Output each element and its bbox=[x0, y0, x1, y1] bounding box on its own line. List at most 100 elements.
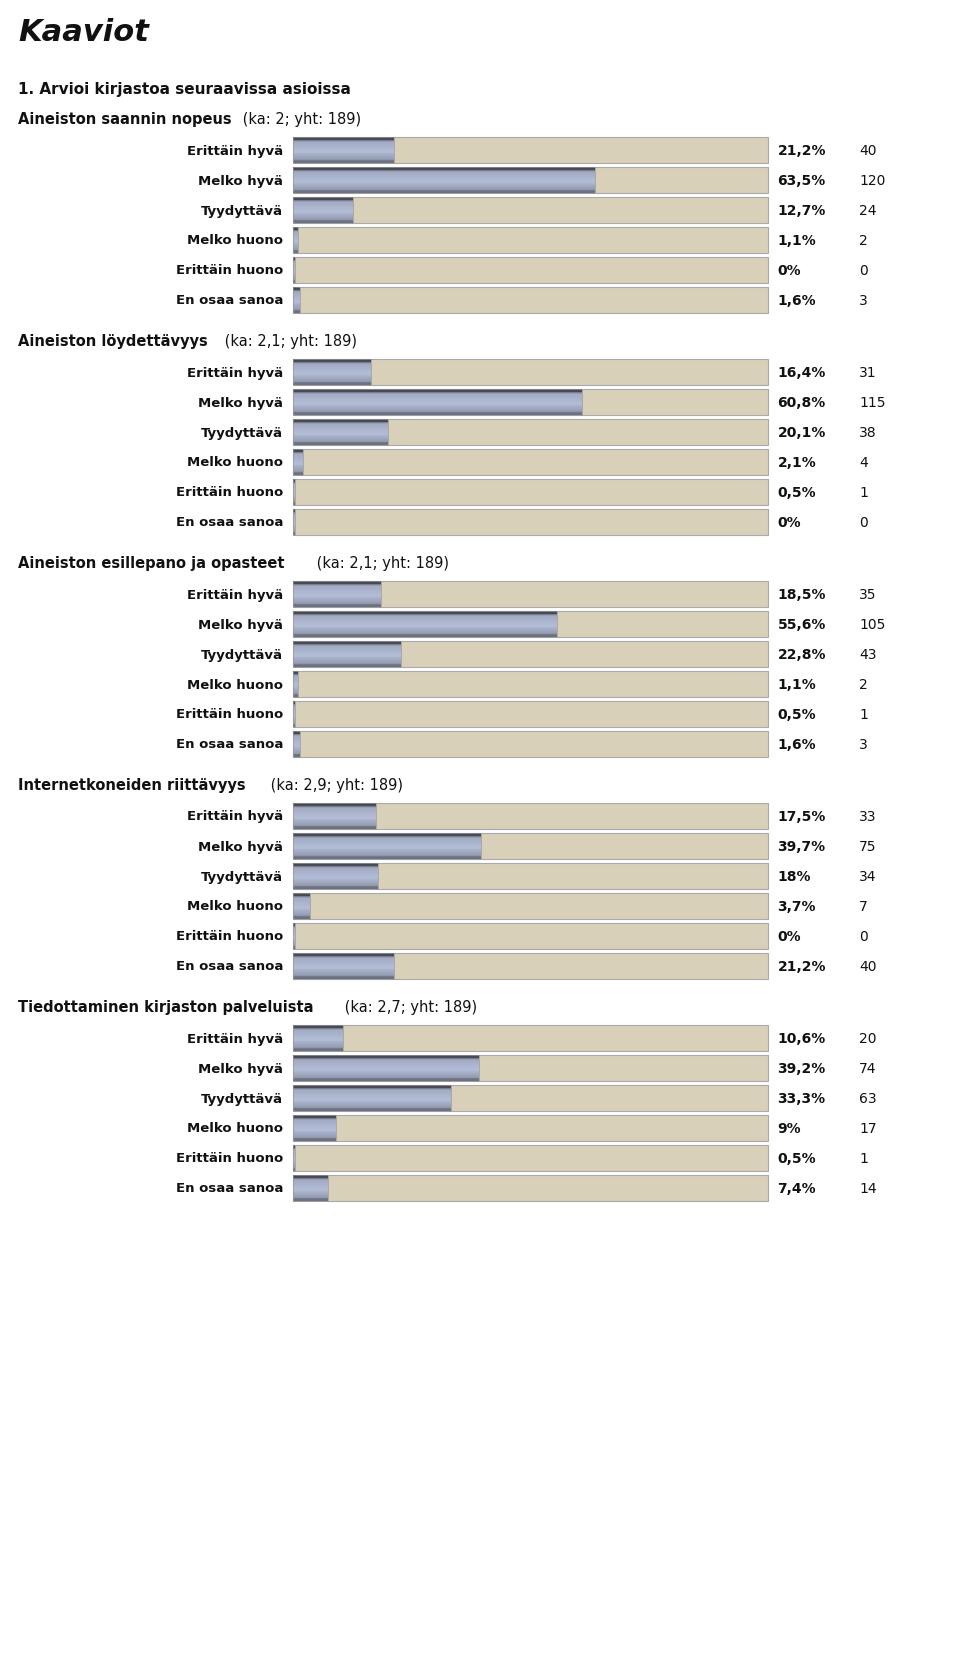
Text: Erittäin huono: Erittäin huono bbox=[176, 1152, 283, 1164]
Bar bbox=[293, 420, 768, 445]
Bar bbox=[293, 1025, 768, 1052]
Text: Tyydyttävä: Tyydyttävä bbox=[202, 1092, 283, 1105]
Text: Tyydyttävä: Tyydyttävä bbox=[202, 648, 283, 662]
Text: 0: 0 bbox=[859, 516, 868, 529]
Bar bbox=[293, 612, 768, 638]
Text: Erittäin hyvä: Erittäin hyvä bbox=[187, 366, 283, 380]
Bar bbox=[293, 198, 353, 223]
Text: Melko hyvä: Melko hyvä bbox=[199, 840, 283, 853]
Bar bbox=[293, 1055, 768, 1082]
Text: Erittäin huono: Erittäin huono bbox=[176, 486, 283, 499]
Bar bbox=[293, 642, 768, 667]
Bar bbox=[293, 924, 295, 949]
Text: 16,4%: 16,4% bbox=[778, 366, 826, 380]
Text: 0,5%: 0,5% bbox=[778, 1151, 816, 1166]
Text: 105: 105 bbox=[859, 618, 885, 632]
Text: 7: 7 bbox=[859, 899, 868, 914]
Text: Melko huono: Melko huono bbox=[187, 679, 283, 690]
Text: 55,6%: 55,6% bbox=[778, 618, 826, 632]
Bar bbox=[293, 954, 394, 979]
Text: 34: 34 bbox=[859, 870, 876, 884]
Text: 63: 63 bbox=[859, 1092, 876, 1105]
Bar bbox=[293, 731, 300, 758]
Bar bbox=[293, 1116, 768, 1141]
Text: 1. Arvioi kirjastoa seuraavissa asioissa: 1. Arvioi kirjastoa seuraavissa asioissa bbox=[18, 82, 350, 97]
Text: 1,1%: 1,1% bbox=[778, 234, 816, 249]
Text: 39,2%: 39,2% bbox=[778, 1062, 826, 1075]
Text: 12,7%: 12,7% bbox=[778, 203, 826, 218]
Text: (ka: 2,1; yht: 189): (ka: 2,1; yht: 189) bbox=[312, 556, 449, 571]
Text: Aineiston löydettävyys: Aineiston löydettävyys bbox=[18, 334, 207, 349]
Bar bbox=[293, 168, 768, 193]
Text: Erittäin huono: Erittäin huono bbox=[176, 707, 283, 721]
Text: 40: 40 bbox=[859, 144, 876, 158]
Text: 20,1%: 20,1% bbox=[778, 425, 826, 440]
Text: Erittäin huono: Erittäin huono bbox=[176, 931, 283, 942]
Text: 75: 75 bbox=[859, 840, 876, 853]
Bar bbox=[293, 287, 300, 314]
Bar bbox=[293, 672, 768, 697]
Bar bbox=[293, 168, 594, 193]
Text: En osaa sanoa: En osaa sanoa bbox=[176, 294, 283, 307]
Bar bbox=[293, 702, 768, 727]
Bar bbox=[293, 803, 376, 830]
Bar bbox=[293, 803, 768, 830]
Text: 74: 74 bbox=[859, 1062, 876, 1075]
Text: Melko huono: Melko huono bbox=[187, 1122, 283, 1134]
Text: En osaa sanoa: En osaa sanoa bbox=[176, 959, 283, 973]
Bar bbox=[293, 198, 768, 223]
Bar bbox=[293, 390, 582, 415]
Text: Erittäin hyvä: Erittäin hyvä bbox=[187, 588, 283, 601]
Bar bbox=[293, 287, 768, 314]
Text: Melko huono: Melko huono bbox=[187, 235, 283, 247]
Text: 33,3%: 33,3% bbox=[778, 1092, 826, 1105]
Text: 1: 1 bbox=[859, 486, 868, 499]
Text: (ka: 2; yht: 189): (ka: 2; yht: 189) bbox=[238, 113, 362, 128]
Bar bbox=[293, 509, 768, 536]
Bar bbox=[293, 894, 310, 919]
Text: 2: 2 bbox=[859, 677, 868, 692]
Text: 0: 0 bbox=[859, 264, 868, 277]
Bar bbox=[293, 1085, 768, 1112]
Bar bbox=[293, 672, 298, 697]
Text: 1,6%: 1,6% bbox=[778, 738, 816, 751]
Bar bbox=[293, 954, 768, 979]
Bar bbox=[293, 138, 768, 165]
Text: 43: 43 bbox=[859, 647, 876, 662]
Text: 10,6%: 10,6% bbox=[778, 1032, 826, 1045]
Bar bbox=[293, 1055, 479, 1082]
Text: Tyydyttävä: Tyydyttävä bbox=[202, 870, 283, 884]
Text: 3: 3 bbox=[859, 738, 868, 751]
Bar bbox=[293, 228, 768, 254]
Bar bbox=[293, 1116, 336, 1141]
Bar bbox=[293, 833, 768, 860]
Bar bbox=[293, 702, 295, 727]
Bar bbox=[293, 894, 768, 919]
Bar bbox=[293, 924, 768, 949]
Bar bbox=[293, 257, 295, 284]
Bar bbox=[293, 450, 768, 475]
Text: Kaaviot: Kaaviot bbox=[18, 18, 149, 47]
Text: Melko hyvä: Melko hyvä bbox=[199, 396, 283, 410]
Text: Tyydyttävä: Tyydyttävä bbox=[202, 427, 283, 438]
Text: Melko huono: Melko huono bbox=[187, 900, 283, 912]
Bar bbox=[293, 228, 298, 254]
Text: En osaa sanoa: En osaa sanoa bbox=[176, 1181, 283, 1194]
Text: 33: 33 bbox=[859, 810, 876, 823]
Bar bbox=[293, 1176, 328, 1201]
Text: Erittäin hyvä: Erittäin hyvä bbox=[187, 1032, 283, 1045]
Text: Melko huono: Melko huono bbox=[187, 457, 283, 469]
Text: Erittäin hyvä: Erittäin hyvä bbox=[187, 144, 283, 158]
Bar bbox=[293, 480, 295, 506]
Text: 1,6%: 1,6% bbox=[778, 294, 816, 307]
Bar bbox=[293, 1146, 768, 1171]
Text: 0,5%: 0,5% bbox=[778, 486, 816, 499]
Text: Tiedottaminen kirjaston palveluista: Tiedottaminen kirjaston palveluista bbox=[18, 1000, 314, 1015]
Text: 63,5%: 63,5% bbox=[778, 175, 826, 188]
Text: Melko hyvä: Melko hyvä bbox=[199, 1062, 283, 1075]
Text: 2: 2 bbox=[859, 234, 868, 249]
Text: 17,5%: 17,5% bbox=[778, 810, 826, 823]
Bar bbox=[293, 581, 768, 608]
Text: 18%: 18% bbox=[778, 870, 811, 884]
Text: 0%: 0% bbox=[778, 929, 802, 944]
